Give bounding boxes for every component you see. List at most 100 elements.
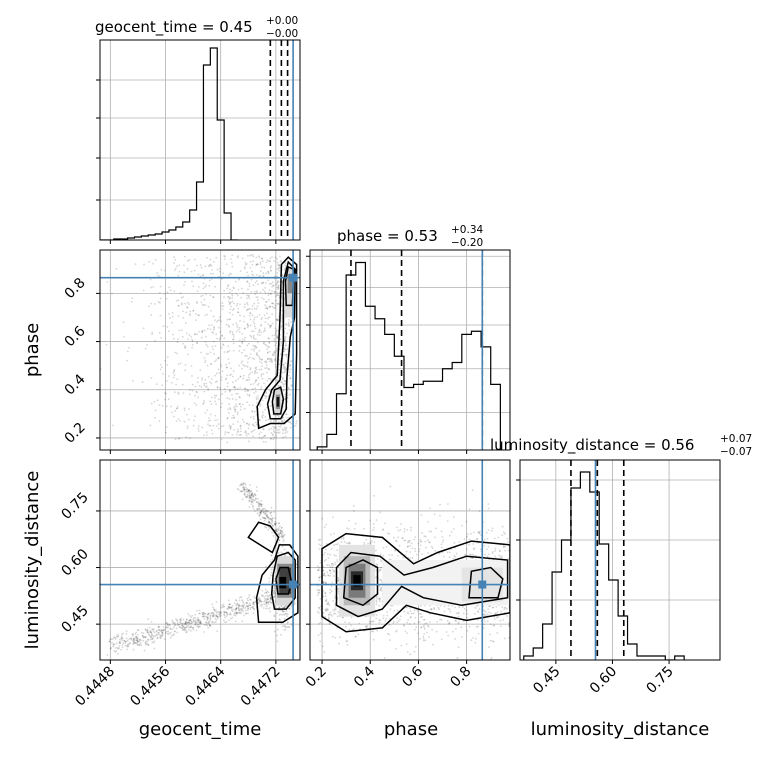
sample-point — [269, 305, 271, 308]
sample-point — [406, 545, 409, 548]
sample-point — [487, 545, 490, 548]
sample-point — [259, 503, 262, 506]
sample-point — [251, 304, 254, 307]
sample-point — [206, 624, 209, 627]
sample-point — [250, 278, 253, 281]
sample-point — [255, 264, 258, 267]
sample-point — [181, 625, 184, 627]
sample-point — [271, 290, 273, 293]
sample-point — [248, 492, 251, 495]
sample-point — [461, 606, 464, 608]
sample-point — [283, 534, 286, 536]
sample-point — [216, 380, 219, 383]
sample-point — [251, 388, 254, 390]
sample-point — [354, 635, 357, 638]
sample-point — [316, 565, 319, 568]
sample-point — [252, 430, 254, 432]
density-cell — [276, 396, 280, 407]
sample-point — [285, 612, 287, 615]
sample-point — [267, 337, 270, 340]
sample-point — [287, 621, 289, 624]
sample-point — [255, 291, 258, 294]
sample-point — [149, 638, 152, 641]
sample-point — [364, 625, 367, 628]
sample-point — [474, 641, 477, 644]
sample-point — [259, 513, 262, 516]
sample-point — [260, 359, 263, 361]
sample-point — [382, 546, 385, 549]
sample-point — [284, 383, 287, 386]
sample-point — [228, 303, 231, 306]
sample-point — [151, 638, 154, 641]
sample-point — [247, 389, 249, 392]
sample-point — [420, 616, 422, 619]
sample-point — [223, 258, 226, 260]
sample-point — [121, 633, 123, 636]
sample-point — [181, 335, 184, 338]
sample-point — [217, 368, 220, 371]
sample-point — [251, 404, 254, 407]
sample-point — [282, 389, 285, 391]
sample-point — [220, 425, 223, 428]
sample-point — [268, 259, 271, 262]
sample-point — [151, 637, 154, 640]
sample-point — [243, 492, 246, 495]
sample-point — [158, 633, 160, 636]
sample-point — [252, 344, 255, 347]
sample-point — [424, 535, 427, 538]
sample-point — [260, 600, 263, 603]
sample-point — [238, 396, 241, 398]
sample-point — [186, 259, 189, 262]
sample-point — [325, 582, 327, 584]
sample-point — [106, 280, 109, 283]
sample-point — [407, 619, 410, 621]
contour-line — [256, 256, 298, 430]
sample-point — [159, 285, 162, 288]
sample-point — [325, 598, 328, 601]
sample-point — [499, 549, 501, 552]
sample-point — [198, 314, 201, 317]
sample-point — [243, 614, 245, 617]
sample-point — [243, 387, 246, 390]
sample-point — [280, 420, 283, 422]
sample-point — [477, 531, 480, 533]
sample-point — [384, 620, 387, 622]
sample-point — [248, 491, 251, 493]
sample-point — [211, 331, 214, 334]
sample-point — [182, 296, 184, 298]
sample-point — [262, 414, 265, 416]
sample-point — [209, 614, 212, 617]
sample-point — [497, 536, 500, 539]
sample-point — [235, 398, 237, 401]
sample-point — [244, 488, 247, 491]
sample-point — [243, 339, 246, 342]
sample-point — [479, 548, 482, 551]
sample-point — [278, 535, 281, 538]
sample-point — [475, 605, 478, 607]
sample-point — [238, 609, 240, 612]
sample-point — [227, 412, 230, 414]
sample-point — [239, 425, 242, 428]
sample-point — [276, 628, 279, 631]
sample-point — [246, 280, 249, 283]
sample-point — [168, 330, 170, 333]
sample-point — [238, 604, 241, 607]
sample-point — [174, 351, 176, 354]
sample-point — [264, 602, 267, 605]
sample-point — [241, 418, 244, 421]
sample-point — [251, 270, 253, 273]
sample-point — [388, 554, 391, 556]
sample-point — [239, 484, 241, 487]
sample-point — [265, 526, 268, 529]
sample-point — [231, 294, 234, 297]
sample-point — [261, 365, 264, 368]
sample-point — [415, 626, 418, 628]
sample-point — [264, 434, 267, 437]
sample-point — [319, 562, 322, 564]
sample-point — [324, 548, 327, 551]
sample-point — [179, 620, 182, 622]
x-tick-label-phase: 0.8 — [447, 664, 474, 691]
sample-point — [204, 304, 207, 306]
sample-point — [258, 599, 261, 602]
sample-point — [282, 275, 285, 277]
